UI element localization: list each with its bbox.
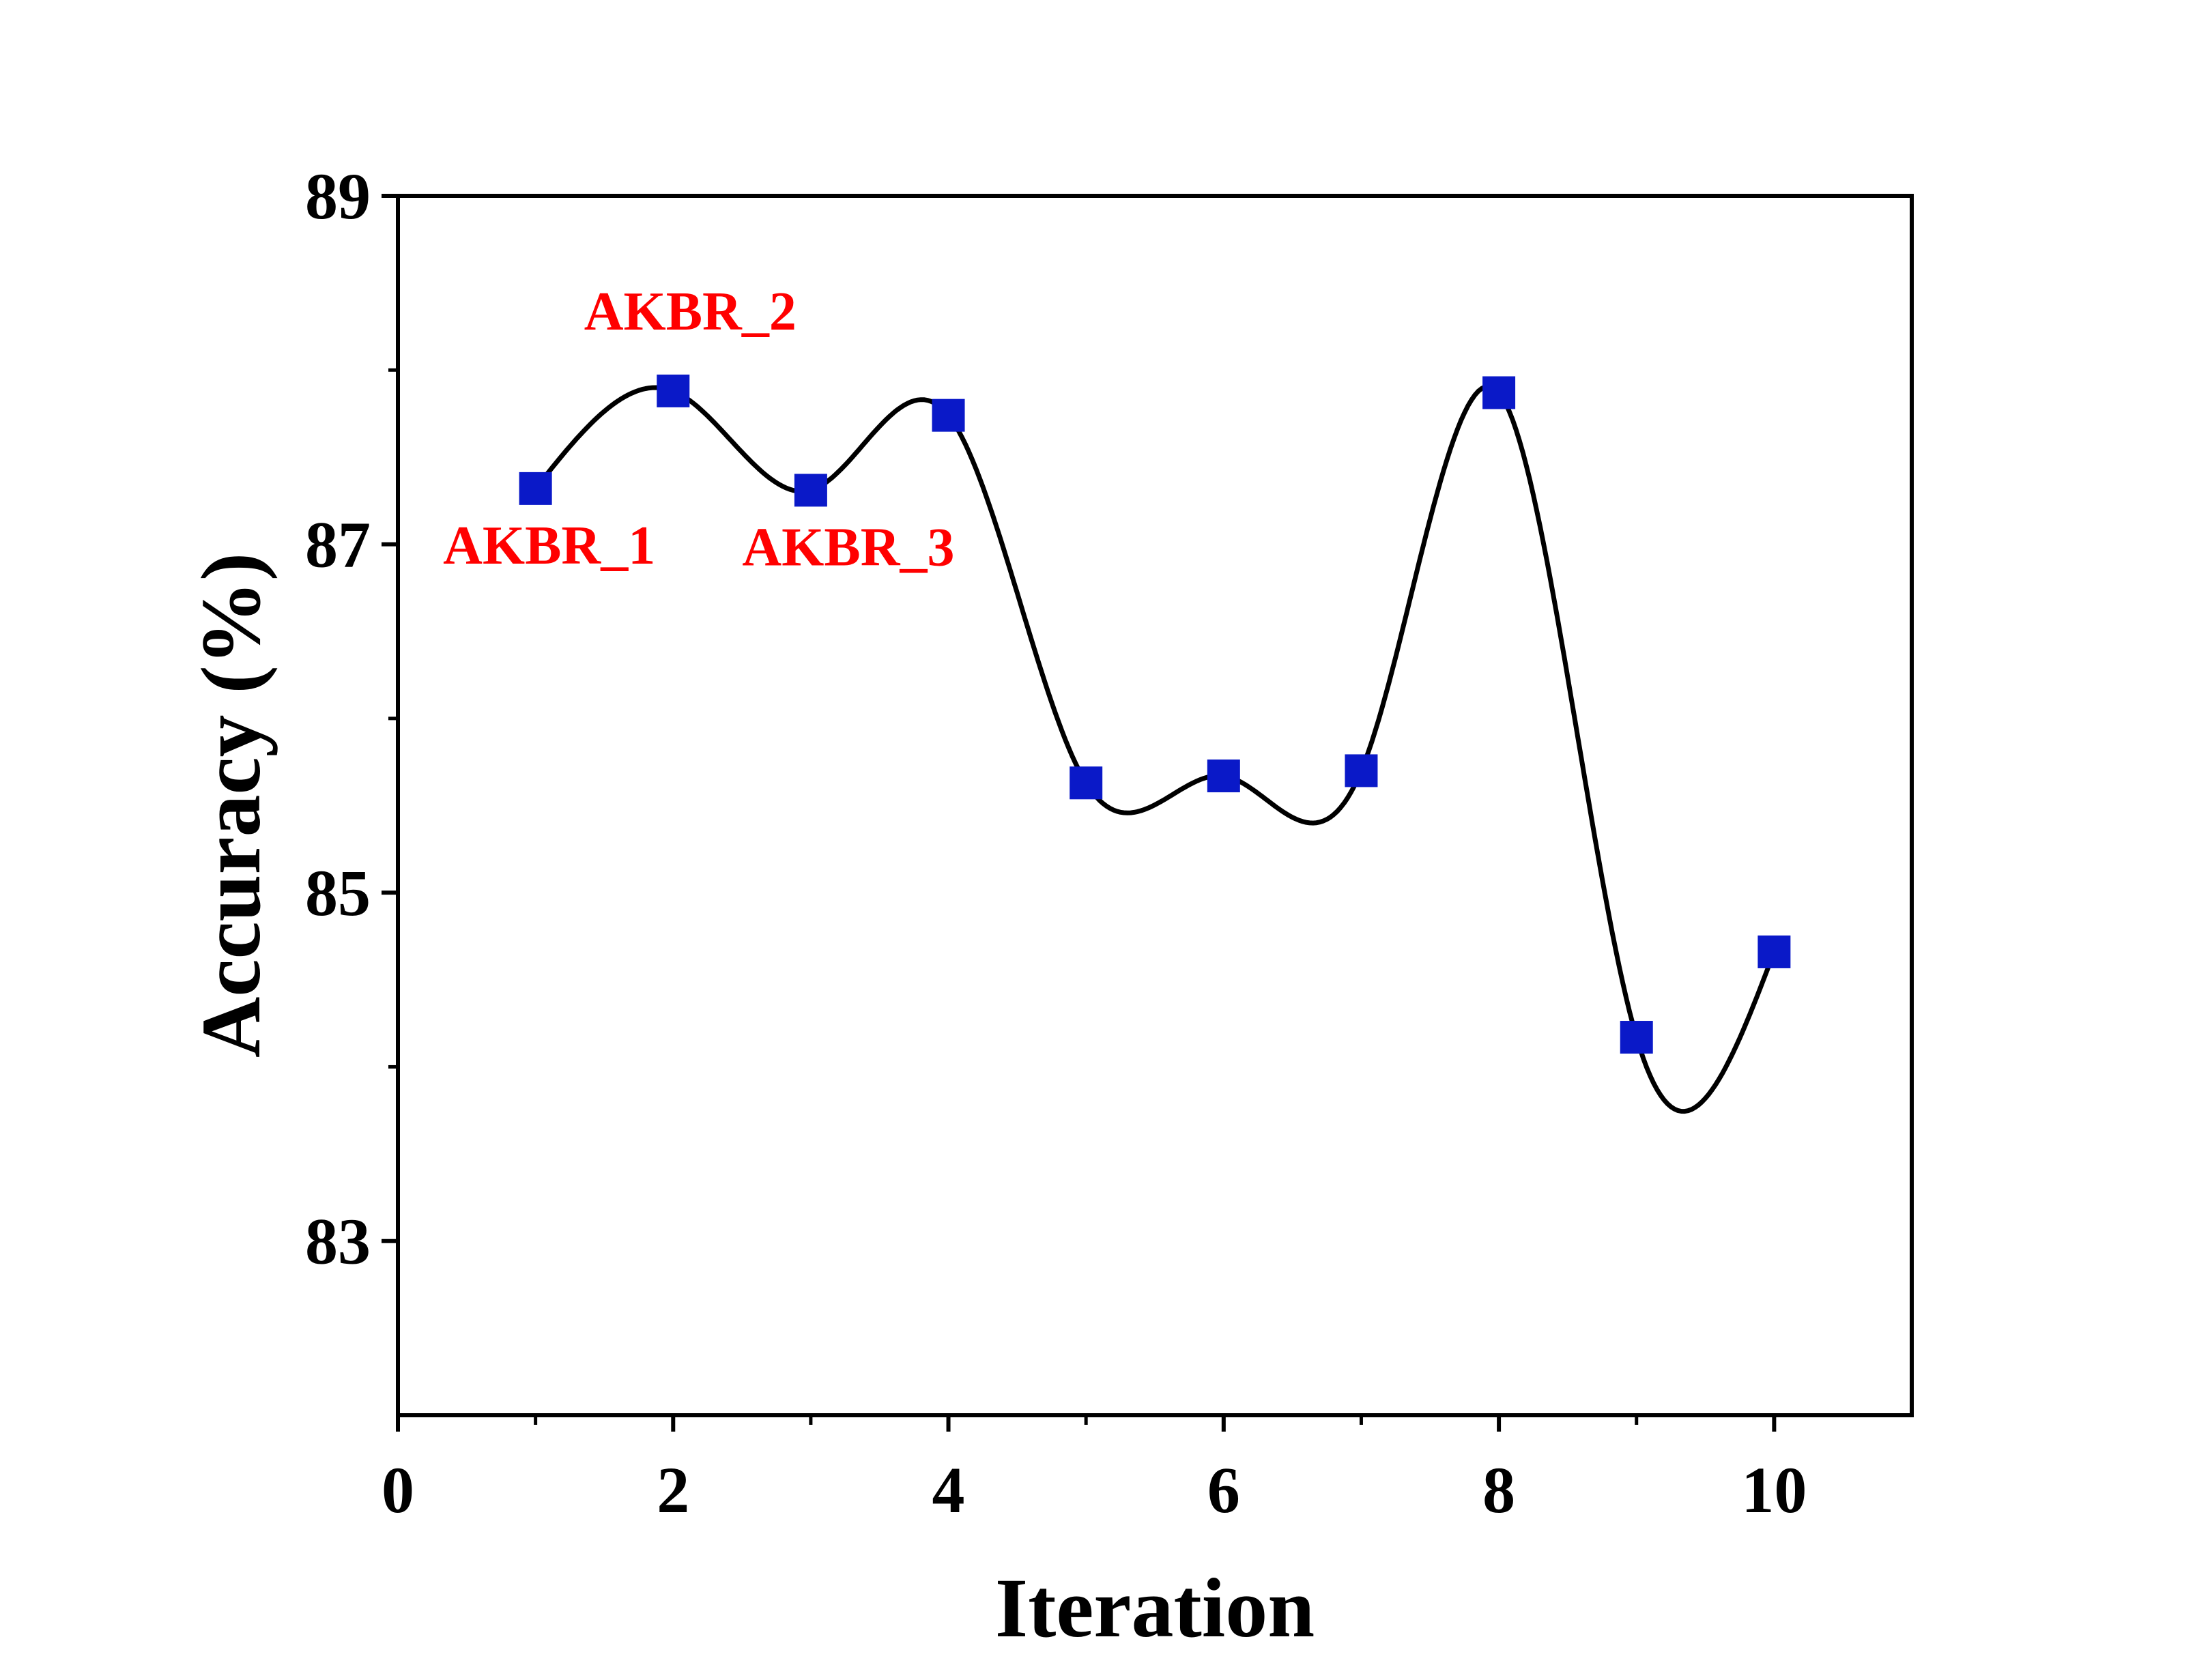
x-tick-label: 0 — [382, 1453, 414, 1526]
annotation-label: AKBR_2 — [584, 282, 797, 342]
y-tick-label: 87 — [305, 508, 371, 581]
data-point-marker — [1620, 1021, 1653, 1054]
x-tick-label: 8 — [1482, 1453, 1515, 1526]
x-tick-label: 6 — [1207, 1453, 1240, 1526]
data-point-marker — [1345, 754, 1378, 787]
x-tick-label: 4 — [932, 1453, 965, 1526]
plot-frame — [396, 194, 1914, 1417]
data-point-marker — [657, 374, 690, 407]
data-point-marker — [1758, 935, 1791, 968]
x-tick-label: 10 — [1741, 1453, 1807, 1526]
marker-layer — [519, 374, 1791, 1054]
annotation-label: AKBR_3 — [742, 517, 954, 577]
data-point-marker — [519, 472, 552, 505]
data-point-marker — [1070, 766, 1103, 800]
series-line — [533, 383, 1777, 1114]
annotation-label: AKBR_1 — [443, 516, 655, 576]
annotation-layer: AKBR_1 AKBR_2 AKBR_3 — [443, 282, 954, 578]
data-point-marker — [1207, 759, 1240, 793]
x-axis-title: Iteration — [995, 1561, 1315, 1655]
x-axis-ticks: 0 2 4 6 8 10 — [382, 1415, 1807, 1526]
y-axis-title: Accuracy (%) — [184, 553, 278, 1058]
data-point-marker — [1482, 376, 1516, 409]
data-point-marker — [932, 399, 965, 432]
y-tick-label: 89 — [305, 160, 371, 233]
data-point-marker — [794, 474, 827, 507]
y-axis-ticks: 83 85 87 89 — [305, 160, 398, 1278]
curve-layer — [533, 383, 1777, 1114]
y-tick-label: 85 — [305, 856, 371, 929]
x-tick-label: 2 — [657, 1453, 689, 1526]
y-tick-label: 83 — [305, 1205, 371, 1278]
